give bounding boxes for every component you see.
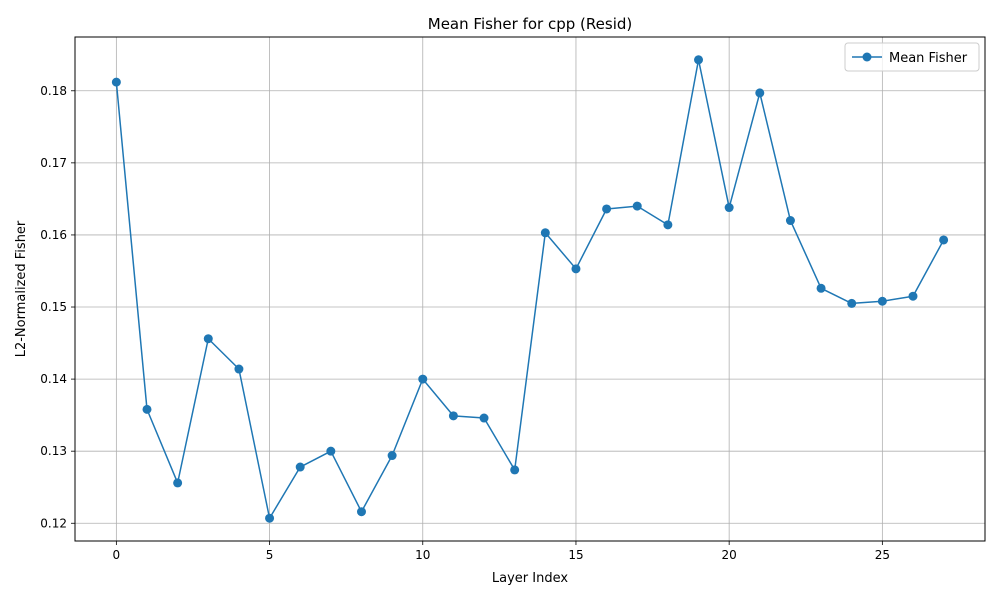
- data-point: [785, 216, 795, 226]
- data-point: [448, 411, 458, 421]
- data-point: [111, 77, 121, 87]
- data-point: [234, 364, 244, 374]
- y-tick-label: 0.12: [40, 516, 67, 530]
- data-point: [295, 462, 305, 472]
- data-point: [663, 220, 673, 230]
- data-point: [356, 507, 366, 517]
- y-tick-label: 0.13: [40, 444, 67, 458]
- data-point: [847, 298, 857, 308]
- plot-area-frame: [74, 36, 986, 542]
- data-point: [142, 404, 152, 414]
- grid-lines: [75, 37, 985, 541]
- legend: Mean Fisher: [844, 42, 980, 72]
- legend-label-mean-fisher: Mean Fisher: [889, 51, 968, 66]
- data-point: [877, 296, 887, 306]
- legend-box: [844, 42, 980, 72]
- data-point: [571, 264, 581, 274]
- data-point: [908, 291, 918, 301]
- data-point: [203, 334, 213, 344]
- series-mean-fisher: [111, 55, 949, 523]
- data-point: [939, 235, 949, 245]
- x-tick-label: 15: [568, 548, 583, 562]
- data-point: [479, 413, 489, 423]
- data-point: [540, 228, 550, 238]
- data-point: [418, 374, 428, 384]
- x-tick-label: 0: [113, 548, 121, 562]
- data-point: [510, 465, 520, 475]
- chart-title: Mean Fisher for cpp (Resid): [428, 15, 632, 33]
- y-tick-label: 0.18: [40, 84, 67, 98]
- y-axis-label: L2-Normalized Fisher: [14, 220, 29, 357]
- data-point: [755, 88, 765, 98]
- y-tick-label: 0.16: [40, 228, 67, 242]
- data-point: [724, 203, 734, 213]
- x-tick-label: 20: [722, 548, 737, 562]
- data-point: [326, 446, 336, 456]
- x-tick-label: 25: [875, 548, 890, 562]
- y-tick-label: 0.15: [40, 300, 67, 314]
- series-line: [115, 59, 945, 519]
- x-tick-label: 10: [415, 548, 430, 562]
- x-axis-label: Layer Index: [492, 571, 568, 586]
- data-point: [816, 283, 826, 293]
- axis-ticks: 0 5 10 15 20 25 0.12 0.13 0.14 0.15 0.16 0.17 0.18: [40, 84, 890, 562]
- legend-marker-swatch: [862, 52, 872, 62]
- x-tick-label: 5: [266, 548, 274, 562]
- data-point: [632, 201, 642, 211]
- data-point: [694, 55, 704, 65]
- y-tick-label: 0.17: [40, 156, 67, 170]
- y-tick-label: 0.14: [40, 372, 67, 386]
- data-point: [265, 513, 275, 523]
- data-point: [173, 478, 183, 488]
- data-point: [387, 451, 397, 461]
- data-point: [602, 204, 612, 214]
